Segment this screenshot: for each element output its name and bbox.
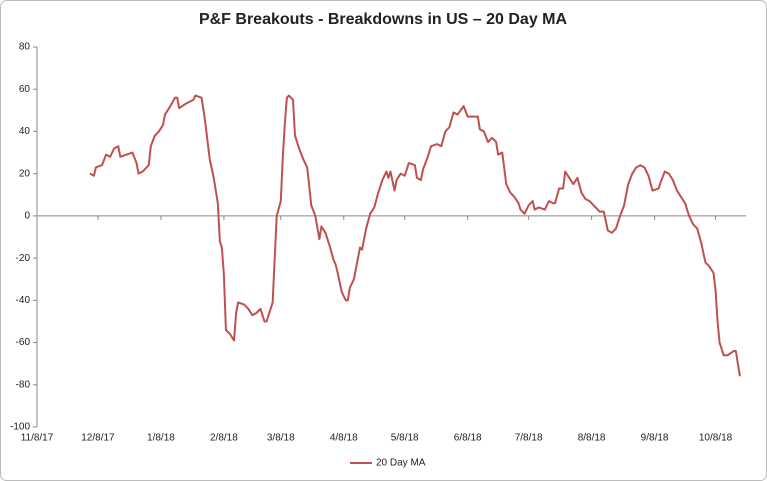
y-tick-label: 20 xyxy=(19,168,31,179)
x-tick-label: 8/8/18 xyxy=(578,433,606,444)
y-tick-label: -40 xyxy=(16,295,31,306)
x-tick-label: 3/8/18 xyxy=(267,433,295,444)
x-tick-label: 6/8/18 xyxy=(454,433,482,444)
x-tick-label: 5/8/18 xyxy=(391,433,419,444)
x-tick-label: 4/8/18 xyxy=(330,433,358,444)
y-tick-label: -100 xyxy=(10,422,30,433)
y-tick-label: 80 xyxy=(19,42,31,53)
y-tick-label: 60 xyxy=(19,84,31,95)
x-tick-label: 12/8/17 xyxy=(81,433,115,444)
x-tick-label: 1/8/18 xyxy=(147,433,175,444)
x-tick-label: 11/8/17 xyxy=(21,433,54,444)
data-line xyxy=(89,94,741,377)
y-tick-label: -60 xyxy=(16,337,31,348)
x-tick-label: 2/8/18 xyxy=(210,433,238,444)
legend-label: 20 Day MA xyxy=(376,458,426,469)
x-tick-label: 9/8/18 xyxy=(641,433,669,444)
y-tick-label: -80 xyxy=(16,379,31,390)
x-tick-label: 10/8/18 xyxy=(699,433,733,444)
chart-title: P&F Breakouts - Breakdowns in US – 20 Da… xyxy=(199,11,568,28)
x-tick-label: 7/8/18 xyxy=(515,433,543,444)
y-tick-label: 0 xyxy=(24,211,30,222)
y-tick-label: -20 xyxy=(16,253,31,264)
y-tick-label: 40 xyxy=(19,126,31,137)
